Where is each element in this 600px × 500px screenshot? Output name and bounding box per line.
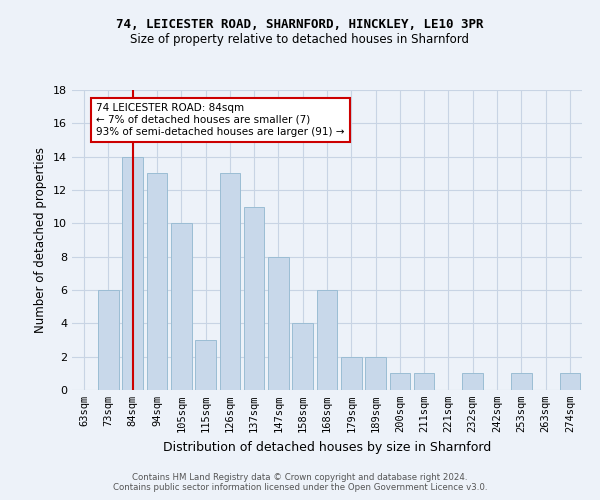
Text: 74, LEICESTER ROAD, SHARNFORD, HINCKLEY, LE10 3PR: 74, LEICESTER ROAD, SHARNFORD, HINCKLEY,…: [116, 18, 484, 30]
Bar: [389, 374, 410, 390]
Bar: [341, 356, 362, 390]
Bar: [171, 224, 191, 390]
Bar: [463, 374, 483, 390]
Y-axis label: Number of detached properties: Number of detached properties: [34, 147, 47, 333]
Bar: [414, 374, 434, 390]
Bar: [317, 290, 337, 390]
Bar: [268, 256, 289, 390]
Bar: [146, 174, 167, 390]
X-axis label: Distribution of detached houses by size in Sharnford: Distribution of detached houses by size …: [163, 440, 491, 454]
Bar: [511, 374, 532, 390]
Text: Contains public sector information licensed under the Open Government Licence v3: Contains public sector information licen…: [113, 484, 487, 492]
Bar: [122, 156, 143, 390]
Bar: [220, 174, 240, 390]
Bar: [244, 206, 265, 390]
Bar: [98, 290, 119, 390]
Text: Contains HM Land Registry data © Crown copyright and database right 2024.: Contains HM Land Registry data © Crown c…: [132, 472, 468, 482]
Bar: [195, 340, 216, 390]
Text: Size of property relative to detached houses in Sharnford: Size of property relative to detached ho…: [131, 32, 470, 46]
Bar: [292, 324, 313, 390]
Text: 74 LEICESTER ROAD: 84sqm
← 7% of detached houses are smaller (7)
93% of semi-det: 74 LEICESTER ROAD: 84sqm ← 7% of detache…: [96, 104, 345, 136]
Bar: [365, 356, 386, 390]
Bar: [560, 374, 580, 390]
